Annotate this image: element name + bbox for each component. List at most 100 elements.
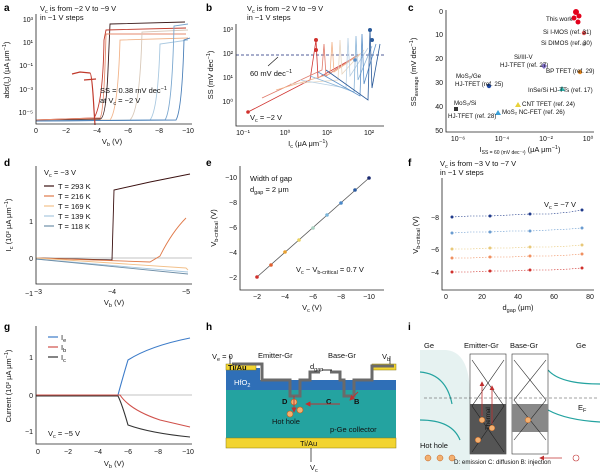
hfo2-left-block [226, 368, 260, 380]
ge-collector [226, 388, 396, 438]
svg-text:−1: −1 [25, 291, 33, 298]
panel-e: e −2 −4 −6 −8 −10 −2 −4 −6 −8 −10 [206, 158, 384, 314]
svg-text:10¹: 10¹ [23, 40, 34, 47]
svg-text:Si DIMOS (ref. 30): Si DIMOS (ref. 30) [541, 40, 592, 47]
panel-g-xticks: 0 −2 −4 −6 −8 −10 [36, 449, 194, 456]
panel-b-xticks: 10⁻¹ 10⁰ 10¹ 10² [236, 129, 375, 137]
panel-c: c 0 10 20 30 40 50 10⁻⁶ 10⁻⁴ 10⁻² 10⁰ [408, 3, 594, 156]
svg-text:InSe/Si HJ-TTs (ref. 17): InSe/Si HJ-TTs (ref. 17) [528, 87, 593, 94]
svg-text:MoS₂ NC-FET (ref. 26): MoS₂ NC-FET (ref. 26) [502, 109, 565, 116]
svg-text:10⁻³: 10⁻³ [19, 87, 33, 94]
svg-text:Ib: Ib [61, 343, 66, 354]
svg-text:−6: −6 [124, 128, 132, 135]
svg-text:Base-Gr: Base-Gr [328, 351, 356, 360]
panel-d-vc-label: Vc = −3 V [44, 168, 76, 179]
panel-e-label: e [206, 158, 212, 169]
point-mos2-ncfet [495, 110, 501, 115]
svg-text:10⁻¹: 10⁻¹ [236, 130, 250, 137]
svg-text:Vb: Vb [382, 352, 390, 363]
panel-f-label: f [408, 158, 412, 169]
panel-h-label: h [206, 322, 212, 333]
svg-text:Ie: Ie [61, 333, 66, 344]
svg-text:−3: −3 [34, 289, 42, 296]
panel-g-label: g [4, 322, 10, 333]
panel-d-axes [35, 166, 192, 285]
svg-text:−6: −6 [229, 225, 237, 232]
svg-text:10¹: 10¹ [322, 130, 333, 137]
panel-c-points [454, 9, 587, 115]
svg-text:Emitter-Gr: Emitter-Gr [464, 341, 499, 350]
panel-c-point-labels: This work Si I-MOS (ref. 31) Si DIMOS (r… [448, 16, 594, 120]
svg-text:10¹: 10¹ [223, 75, 234, 82]
panel-e-ylabel: Vb-critical (V) [209, 209, 220, 247]
panel-e-equation: Vc − Vb-critical = 0.7 V [296, 265, 364, 276]
panel-f-ylabel: Vb-critical (V) [411, 216, 422, 254]
band-left-upper [419, 371, 453, 405]
svg-text:−2: −2 [229, 275, 237, 282]
point-this-work [573, 9, 579, 15]
panel-b-yticks: 10³ 10² 10¹ 10⁰ [222, 27, 233, 106]
panel-b-axes [235, 24, 384, 127]
panel-d-xlabel: Vb (V) [104, 298, 125, 309]
svg-text:T = 118 K: T = 118 K [58, 222, 90, 231]
panel-h-arrows [291, 369, 359, 413]
svg-text:20: 20 [478, 294, 486, 301]
svg-text:0: 0 [439, 9, 443, 16]
svg-text:This work: This work [546, 16, 573, 23]
svg-text:HJ-TFET (ref. 25): HJ-TFET (ref. 25) [455, 81, 503, 88]
svg-text:60: 60 [550, 294, 558, 301]
panel-f-ann-2: in −1 V steps [440, 168, 484, 177]
svg-text:10⁻⁵: 10⁻⁵ [19, 110, 33, 117]
panel-a-xlabel: Vb (V) [102, 137, 123, 148]
band-right-upper [547, 369, 600, 385]
panel-b-xlabel: Ic (μA μm−1) [288, 139, 328, 150]
svg-text:−4: −4 [108, 289, 116, 296]
panel-f-yticks: −8 −6 −4 [431, 215, 439, 277]
panel-e-xlabel: Vc (V) [302, 303, 322, 314]
panel-e-axes [239, 166, 384, 291]
panel-a-ylabel: abs(Ic) (μA μm−1) [2, 41, 13, 98]
svg-text:HJ-TFET (ref. 27): HJ-TFET (ref. 27) [500, 62, 548, 69]
svg-text:Ve = 0: Ve = 0 [212, 352, 233, 363]
svg-text:HfO2: HfO2 [234, 378, 250, 389]
panel-e-xticks: −2 −4 −6 −8 −10 [253, 294, 375, 301]
svg-text:Ti/Au: Ti/Au [300, 439, 317, 448]
svg-text:BP TFET (ref. 29): BP TFET (ref. 29) [546, 68, 594, 75]
panel-b-ref-pointer [267, 56, 279, 67]
svg-text:T = 139 K: T = 139 K [58, 212, 91, 221]
svg-text:−2: −2 [64, 449, 72, 456]
svg-text:−10: −10 [182, 449, 194, 456]
svg-text:CNT TFET (ref. 24): CNT TFET (ref. 24) [522, 101, 575, 108]
panel-a-annotation-2: in −1 V steps [40, 13, 84, 22]
panel-c-axes [445, 10, 594, 133]
panel-a: a Vc is from −2 V to −9 V in −1 V steps … [2, 3, 194, 148]
panel-b-ylabel: SS (mV dec−1) [206, 50, 215, 99]
svg-text:−10: −10 [225, 175, 237, 182]
panel-d-label: d [4, 158, 10, 169]
svg-text:0: 0 [29, 256, 33, 263]
svg-text:D: emission C: diffusion B:: D: emission C: diffusion B: injection [454, 459, 551, 466]
band-right-lower [547, 409, 600, 423]
panel-a-ss-1: SS = 0.38 mV dec−1 [100, 86, 167, 95]
panel-f-xticks: 0 20 40 60 80 [444, 294, 594, 301]
svg-text:T = 293 K: T = 293 K [58, 182, 91, 191]
svg-text:10⁻⁴: 10⁻⁴ [495, 136, 510, 143]
ge-left-region [420, 350, 470, 470]
svg-text:−4: −4 [281, 294, 289, 301]
svg-text:10²: 10² [223, 51, 234, 58]
svg-text:T = 216 K: T = 216 K [58, 192, 91, 201]
svg-text:MoS₂/Si: MoS₂/Si [454, 100, 476, 107]
svg-text:0: 0 [36, 449, 40, 456]
panel-d-curves [35, 173, 191, 275]
panel-d-legend: T = 293 K T = 216 K T = 169 K T = 139 K … [44, 182, 91, 231]
panel-d: d 1 0 −1 −3 −4 −5 Vc = −3 V T = 293 K [4, 158, 192, 309]
panel-c-xlabel: ISS = 60 (mV dec⁻¹) (μA μm−1) [480, 145, 561, 156]
band-left-lower [419, 419, 461, 441]
panel-f: f Vc is from −3 V to −7 V in −1 V steps … [408, 158, 594, 314]
panel-d-ylabel: Ic (10² μA μm−1) [4, 198, 15, 251]
svg-text:40: 40 [435, 104, 443, 111]
panel-f-series [451, 209, 583, 273]
svg-text:−8: −8 [337, 294, 345, 301]
svg-text:p-Ge collector: p-Ge collector [330, 425, 377, 434]
